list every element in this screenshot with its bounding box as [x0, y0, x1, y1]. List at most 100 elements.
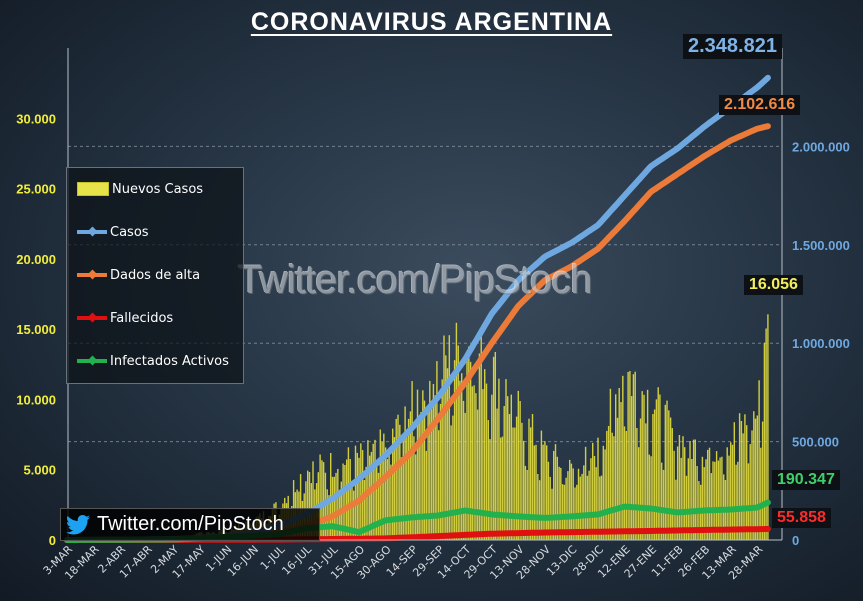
bar-nuevos-casos — [443, 335, 445, 540]
point-infectados-activos — [471, 509, 476, 514]
bar-nuevos-casos — [538, 480, 541, 540]
bar-nuevos-casos — [526, 470, 528, 540]
y-left-tick-label: 30.000 — [16, 111, 56, 126]
point-infectados-activos — [374, 522, 379, 527]
bar-nuevos-casos — [696, 466, 698, 540]
bar-nuevos-casos — [643, 394, 645, 540]
point-fallecidos — [723, 527, 729, 532]
point-infectados-activos — [339, 526, 344, 531]
point-infectados-activos — [679, 509, 684, 515]
bar-nuevos-casos — [599, 476, 601, 540]
point-fallecidos — [551, 530, 556, 535]
point-casos — [369, 465, 375, 470]
point-fallecidos — [661, 528, 667, 533]
bar-nuevos-casos — [691, 459, 693, 540]
bar-nuevos-casos — [404, 406, 406, 540]
point-infectados-activos — [414, 514, 419, 520]
point-infectados-activos — [586, 512, 591, 518]
bar-nuevos-casos — [427, 407, 429, 540]
bar-nuevos-casos — [533, 445, 536, 540]
point-casos — [418, 415, 423, 420]
point-casos — [489, 311, 494, 317]
bar-nuevos-casos — [565, 477, 567, 540]
point-dados-de-alta — [334, 511, 339, 517]
point-fallecidos — [511, 531, 516, 536]
bar-nuevos-casos — [708, 447, 711, 540]
bar-nuevos-casos — [758, 380, 760, 540]
point-casos — [675, 146, 680, 151]
bar-nuevos-casos — [715, 451, 718, 540]
point-dados-de-alta — [489, 341, 494, 346]
point-fallecidos — [617, 529, 622, 534]
bar-nuevos-casos — [668, 410, 670, 540]
point-casos — [591, 226, 596, 231]
bar-nuevos-casos — [395, 418, 397, 540]
bar-nuevos-casos — [524, 465, 527, 540]
point-infectados-activos — [462, 508, 468, 513]
point-infectados-activos — [719, 507, 724, 512]
point-casos — [710, 118, 715, 123]
bar-nuevos-casos — [338, 494, 341, 540]
point-casos — [343, 486, 348, 492]
point-fallecidos — [440, 533, 446, 539]
point-infectados-activos — [639, 505, 645, 510]
point-dados-de-alta — [560, 269, 565, 274]
legend-item-fallecidos: Fallecidos — [77, 309, 173, 327]
point-infectados-activos — [688, 509, 693, 514]
bar-nuevos-casos — [415, 454, 417, 540]
point-fallecidos — [334, 536, 339, 542]
point-infectados-activos — [577, 513, 583, 518]
bar-nuevos-casos — [653, 409, 656, 540]
bar-nuevos-casos — [636, 428, 638, 540]
point-dados-de-alta — [352, 501, 357, 506]
bar-nuevos-casos — [496, 408, 498, 540]
point-infectados-activos — [564, 514, 569, 519]
bar-nuevos-casos — [584, 446, 587, 540]
point-infectados-activos — [405, 515, 410, 521]
point-infectados-activos — [613, 507, 618, 512]
point-casos — [626, 188, 631, 194]
point-fallecidos — [683, 528, 689, 533]
point-dados-de-alta — [454, 392, 459, 397]
point-infectados-activos — [595, 512, 600, 517]
point-infectados-activos — [440, 512, 446, 517]
bar-nuevos-casos — [430, 409, 433, 540]
point-dados-de-alta — [635, 204, 640, 209]
bar-nuevos-casos — [754, 418, 757, 540]
point-infectados-activos — [423, 514, 428, 519]
y-left-tick-label: 0 — [49, 533, 56, 548]
bar-nuevos-casos — [719, 457, 721, 540]
point-casos — [622, 193, 627, 199]
bar-nuevos-casos — [471, 386, 474, 540]
point-fallecidos — [471, 532, 476, 537]
bar-nuevos-casos — [576, 484, 578, 540]
point-fallecidos — [493, 531, 499, 536]
point-infectados-activos — [714, 507, 720, 513]
bar-nuevos-casos — [383, 433, 385, 540]
point-infectados-activos — [573, 513, 578, 519]
point-fallecidos — [653, 528, 658, 534]
bar-nuevos-casos — [616, 417, 619, 540]
point-casos — [666, 152, 671, 157]
legend-swatch-line — [77, 311, 107, 325]
bar-nuevos-casos — [629, 371, 631, 540]
point-casos — [653, 161, 658, 166]
bar-nuevos-casos — [735, 464, 737, 540]
point-infectados-activos — [542, 515, 547, 521]
point-dados-de-alta — [608, 233, 614, 238]
point-casos — [542, 254, 547, 260]
bar-nuevos-casos — [501, 436, 504, 540]
point-infectados-activos — [436, 513, 441, 518]
point-fallecidos — [737, 527, 742, 532]
point-infectados-activos — [555, 515, 561, 520]
point-infectados-activos — [321, 524, 326, 530]
point-fallecidos — [608, 529, 614, 534]
point-casos — [440, 388, 446, 393]
point-infectados-activos — [347, 527, 353, 533]
point-dados-de-alta — [356, 498, 362, 503]
bar-nuevos-casos — [655, 399, 658, 540]
point-casos — [564, 243, 569, 248]
legend-item-dados-de-alta: Dados de alta — [77, 266, 200, 284]
bar-nuevos-casos — [363, 480, 366, 540]
point-infectados-activos — [445, 511, 450, 516]
